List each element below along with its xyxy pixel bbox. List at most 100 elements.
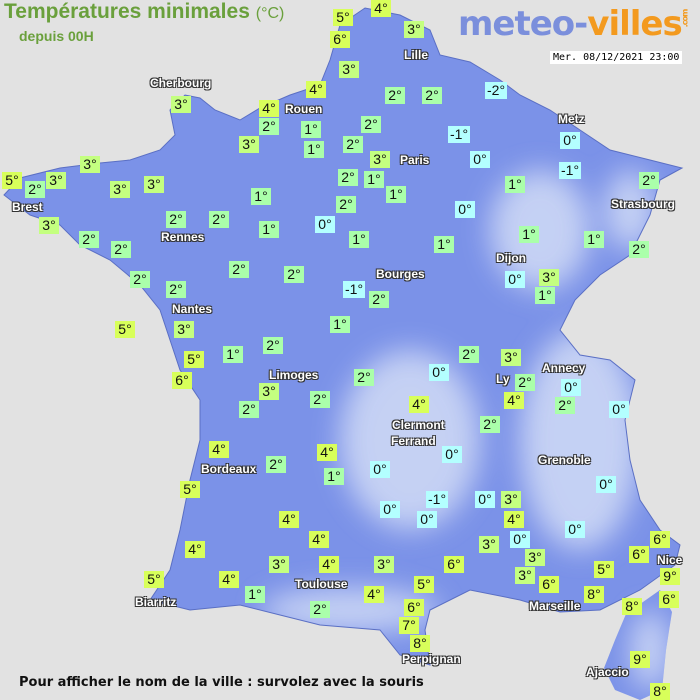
temperature-marker[interactable]: 4° bbox=[364, 586, 384, 603]
temperature-marker[interactable]: 5° bbox=[144, 571, 164, 588]
temperature-marker[interactable]: 2° bbox=[166, 211, 186, 228]
temperature-marker[interactable]: 2° bbox=[385, 87, 405, 104]
temperature-marker[interactable]: 0° bbox=[370, 461, 390, 478]
temperature-marker[interactable]: 7° bbox=[399, 617, 419, 634]
temperature-marker[interactable]: 0° bbox=[565, 521, 585, 538]
temperature-marker[interactable]: 5° bbox=[115, 321, 135, 338]
temperature-marker[interactable]: 3° bbox=[515, 567, 535, 584]
temperature-marker[interactable]: 4° bbox=[317, 444, 337, 461]
temperature-marker[interactable]: 0° bbox=[455, 201, 475, 218]
temperature-marker[interactable]: 6° bbox=[172, 372, 192, 389]
temperature-marker[interactable]: 1° bbox=[301, 121, 321, 138]
temperature-marker[interactable]: 3° bbox=[80, 156, 100, 173]
temperature-marker[interactable]: 3° bbox=[539, 269, 559, 286]
temperature-marker[interactable]: 2° bbox=[336, 196, 356, 213]
temperature-marker[interactable]: 3° bbox=[339, 61, 359, 78]
temperature-marker[interactable]: 1° bbox=[330, 316, 350, 333]
temperature-marker[interactable]: 3° bbox=[525, 549, 545, 566]
temperature-marker[interactable]: 3° bbox=[39, 217, 59, 234]
temperature-marker[interactable]: 6° bbox=[659, 591, 679, 608]
temperature-marker[interactable]: 9° bbox=[660, 568, 680, 585]
temperature-marker[interactable]: 8° bbox=[410, 635, 430, 652]
temperature-marker[interactable]: 5° bbox=[594, 561, 614, 578]
temperature-marker[interactable]: 2° bbox=[263, 337, 283, 354]
temperature-marker[interactable]: 2° bbox=[555, 397, 575, 414]
temperature-marker[interactable]: 4° bbox=[306, 81, 326, 98]
temperature-marker[interactable]: 2° bbox=[259, 118, 279, 135]
temperature-marker[interactable]: 3° bbox=[144, 176, 164, 193]
temperature-marker[interactable]: 0° bbox=[505, 271, 525, 288]
temperature-marker[interactable]: 2° bbox=[354, 369, 374, 386]
temperature-marker[interactable]: 3° bbox=[46, 172, 66, 189]
temperature-marker[interactable]: 0° bbox=[561, 379, 581, 396]
temperature-marker[interactable]: 0° bbox=[470, 151, 490, 168]
temperature-marker[interactable]: 4° bbox=[279, 511, 299, 528]
temperature-marker[interactable]: 0° bbox=[315, 216, 335, 233]
temperature-marker[interactable]: 4° bbox=[259, 100, 279, 117]
temperature-marker[interactable]: 2° bbox=[369, 291, 389, 308]
temperature-marker[interactable]: 2° bbox=[25, 181, 45, 198]
temperature-marker[interactable]: 2° bbox=[459, 346, 479, 363]
temperature-marker[interactable]: 4° bbox=[185, 541, 205, 558]
temperature-marker[interactable]: 1° bbox=[304, 141, 324, 158]
temperature-marker[interactable]: 2° bbox=[422, 87, 442, 104]
temperature-marker[interactable]: 3° bbox=[404, 21, 424, 38]
temperature-marker[interactable]: -1° bbox=[448, 126, 471, 143]
temperature-marker[interactable]: 3° bbox=[501, 491, 521, 508]
temperature-marker[interactable]: 0° bbox=[380, 501, 400, 518]
temperature-marker[interactable]: 8° bbox=[622, 598, 642, 615]
temperature-marker[interactable]: 4° bbox=[409, 396, 429, 413]
temperature-marker[interactable]: 2° bbox=[266, 456, 286, 473]
temperature-marker[interactable]: 1° bbox=[434, 236, 454, 253]
temperature-marker[interactable]: 3° bbox=[171, 96, 191, 113]
temperature-marker[interactable]: 3° bbox=[501, 349, 521, 366]
temperature-marker[interactable]: 2° bbox=[284, 266, 304, 283]
temperature-marker[interactable]: 2° bbox=[79, 231, 99, 248]
temperature-marker[interactable]: 2° bbox=[130, 271, 150, 288]
temperature-marker[interactable]: 2° bbox=[166, 281, 186, 298]
temperature-marker[interactable]: 2° bbox=[239, 401, 259, 418]
temperature-marker[interactable]: 2° bbox=[480, 416, 500, 433]
temperature-marker[interactable]: 0° bbox=[609, 401, 629, 418]
temperature-marker[interactable]: 3° bbox=[110, 181, 130, 198]
temperature-marker[interactable]: 3° bbox=[174, 321, 194, 338]
temperature-marker[interactable]: 0° bbox=[560, 132, 580, 149]
temperature-marker[interactable]: 0° bbox=[510, 531, 530, 548]
temperature-marker[interactable]: -2° bbox=[485, 82, 508, 99]
temperature-marker[interactable]: 5° bbox=[184, 351, 204, 368]
temperature-marker[interactable]: 2° bbox=[209, 211, 229, 228]
temperature-marker[interactable]: 0° bbox=[596, 476, 616, 493]
temperature-marker[interactable]: 9° bbox=[630, 651, 650, 668]
temperature-marker[interactable]: 1° bbox=[324, 468, 344, 485]
temperature-marker[interactable]: 2° bbox=[629, 241, 649, 258]
temperature-marker[interactable]: 6° bbox=[539, 576, 559, 593]
temperature-marker[interactable]: 0° bbox=[429, 364, 449, 381]
temperature-marker[interactable]: 2° bbox=[310, 601, 330, 618]
temperature-marker[interactable]: 4° bbox=[504, 392, 524, 409]
temperature-marker[interactable]: 1° bbox=[364, 171, 384, 188]
temperature-marker[interactable]: 1° bbox=[251, 188, 271, 205]
temperature-marker[interactable]: 3° bbox=[269, 556, 289, 573]
temperature-marker[interactable]: 1° bbox=[349, 231, 369, 248]
temperature-marker[interactable]: 2° bbox=[343, 136, 363, 153]
temperature-marker[interactable]: 1° bbox=[259, 221, 279, 238]
temperature-marker[interactable]: 3° bbox=[374, 556, 394, 573]
temperature-marker[interactable]: 2° bbox=[361, 116, 381, 133]
temperature-marker[interactable]: 1° bbox=[535, 287, 555, 304]
temperature-marker[interactable]: 2° bbox=[310, 391, 330, 408]
temperature-marker[interactable]: 4° bbox=[209, 441, 229, 458]
meteo-villes-logo[interactable]: meteo-villes .com bbox=[458, 4, 689, 44]
temperature-marker[interactable]: 1° bbox=[519, 226, 539, 243]
temperature-marker[interactable]: 5° bbox=[2, 172, 22, 189]
temperature-marker[interactable]: 6° bbox=[404, 599, 424, 616]
temperature-marker[interactable]: 4° bbox=[319, 556, 339, 573]
temperature-marker[interactable]: 2° bbox=[515, 374, 535, 391]
temperature-marker[interactable]: 6° bbox=[650, 531, 670, 548]
temperature-marker[interactable]: -1° bbox=[559, 162, 582, 179]
temperature-marker[interactable]: 2° bbox=[111, 241, 131, 258]
temperature-marker[interactable]: 1° bbox=[386, 186, 406, 203]
temperature-marker[interactable]: 5° bbox=[414, 576, 434, 593]
temperature-marker[interactable]: 1° bbox=[505, 176, 525, 193]
temperature-marker[interactable]: 2° bbox=[338, 169, 358, 186]
temperature-marker[interactable]: 4° bbox=[309, 531, 329, 548]
